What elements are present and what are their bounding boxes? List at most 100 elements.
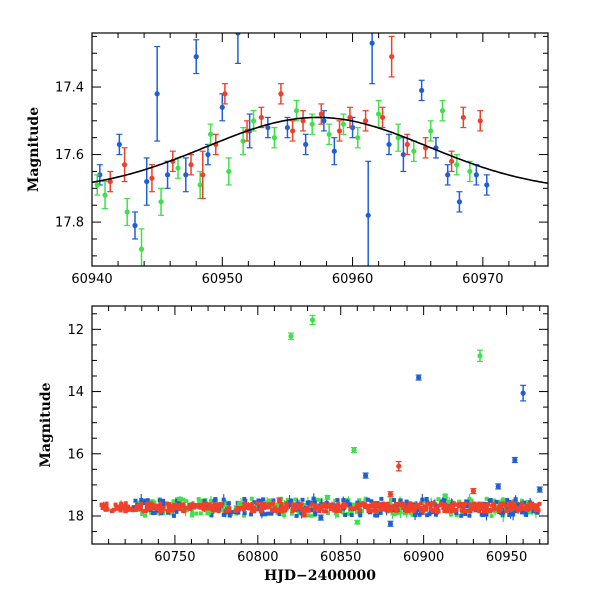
band-point-green <box>519 498 524 503</box>
band-point-red <box>355 503 360 508</box>
y-axis-label: Magnitude <box>38 382 54 467</box>
data-point <box>132 222 138 229</box>
band-point-red <box>171 508 176 513</box>
band-point-red <box>291 502 296 507</box>
data-point <box>419 87 425 94</box>
band-point-blue <box>269 511 274 516</box>
data-point <box>235 33 241 36</box>
point-blue <box>182 157 189 193</box>
data-point <box>477 118 483 124</box>
data-point <box>240 138 246 144</box>
data-point <box>258 114 264 121</box>
band-point-green <box>199 498 204 503</box>
point-green <box>94 174 101 196</box>
data-point <box>188 162 194 168</box>
band-point-green <box>402 511 407 516</box>
band-point-red <box>382 505 387 510</box>
point-blue <box>432 137 439 159</box>
band-point-red <box>430 508 435 513</box>
band-point-red <box>410 507 415 512</box>
outlier-blue <box>520 384 527 402</box>
y-tick-label: 18 <box>67 510 84 525</box>
band-point-blue <box>442 497 447 502</box>
data-point <box>288 333 294 339</box>
point-green <box>158 187 165 216</box>
band-point-red <box>128 506 133 511</box>
band-point-red <box>170 504 175 509</box>
band-point-blue <box>263 512 268 517</box>
x-tick-label: 60800 <box>237 550 278 565</box>
data-point <box>326 131 332 137</box>
band-point-blue <box>341 498 346 503</box>
band-point-green <box>196 497 201 502</box>
data-point <box>324 494 331 500</box>
band-point-red <box>477 506 482 511</box>
band-point-red <box>454 507 459 512</box>
band-point-red <box>227 506 232 511</box>
band-point-green <box>392 512 397 517</box>
band-point-green <box>335 513 340 518</box>
band-point-red <box>536 508 541 513</box>
band-point-blue <box>312 500 317 505</box>
band-point-blue <box>133 498 138 503</box>
band-point-blue <box>535 510 540 515</box>
band-point-red <box>477 509 482 514</box>
band-point-blue <box>261 497 266 502</box>
point-red <box>422 137 429 159</box>
band-point-red <box>166 504 171 509</box>
band-point-green <box>184 499 189 504</box>
band-point-red <box>261 505 266 510</box>
band-point-blue <box>260 511 265 516</box>
band-point-red <box>512 505 517 510</box>
band-point-red <box>398 503 403 508</box>
data-point <box>164 172 171 178</box>
data-point <box>379 114 386 121</box>
data-point <box>102 192 108 198</box>
point-blue <box>483 174 490 196</box>
band-point-red <box>224 508 229 513</box>
point-red <box>318 103 325 125</box>
band-point-blue <box>294 513 299 518</box>
band-point-red <box>431 501 436 506</box>
band-point-red <box>277 507 282 512</box>
band-point-red <box>484 506 489 511</box>
point-blue <box>400 137 407 173</box>
outlier-blue <box>511 456 518 464</box>
band-point-blue <box>454 511 459 516</box>
band-point-red <box>462 502 467 507</box>
band-point-red <box>250 501 255 506</box>
band-point-blue <box>459 513 464 518</box>
data-point <box>303 141 309 148</box>
band-point-blue <box>202 499 207 504</box>
band-point-green <box>345 511 350 516</box>
band-point-blue <box>373 513 378 518</box>
band-point-blue <box>365 497 370 502</box>
data-point <box>309 317 316 323</box>
point-red <box>148 164 155 193</box>
band-point-red <box>530 501 535 506</box>
data-point <box>456 199 463 205</box>
band-point-red <box>338 504 343 509</box>
outlier-blue <box>415 374 422 381</box>
band-point-red <box>313 503 318 508</box>
data-point <box>363 472 369 479</box>
data-point <box>321 118 327 124</box>
data-point <box>175 165 181 171</box>
x-tick-label: 60950 <box>486 550 527 565</box>
band-point-red <box>99 502 104 507</box>
band-point-green <box>296 509 301 514</box>
band-point-green <box>351 502 356 507</box>
band-point-blue <box>413 513 418 518</box>
band-point-red <box>436 503 441 508</box>
band-point-red <box>126 504 131 509</box>
band-point-red <box>274 509 279 514</box>
band-point-red <box>279 501 284 506</box>
data-point <box>354 519 360 525</box>
band-point-green <box>249 496 254 501</box>
data-point <box>205 151 211 158</box>
band-point-red <box>315 505 320 510</box>
band-point-green <box>388 501 393 506</box>
data-point <box>318 514 324 521</box>
band-point-blue <box>424 496 429 501</box>
band-point-red <box>428 506 433 511</box>
